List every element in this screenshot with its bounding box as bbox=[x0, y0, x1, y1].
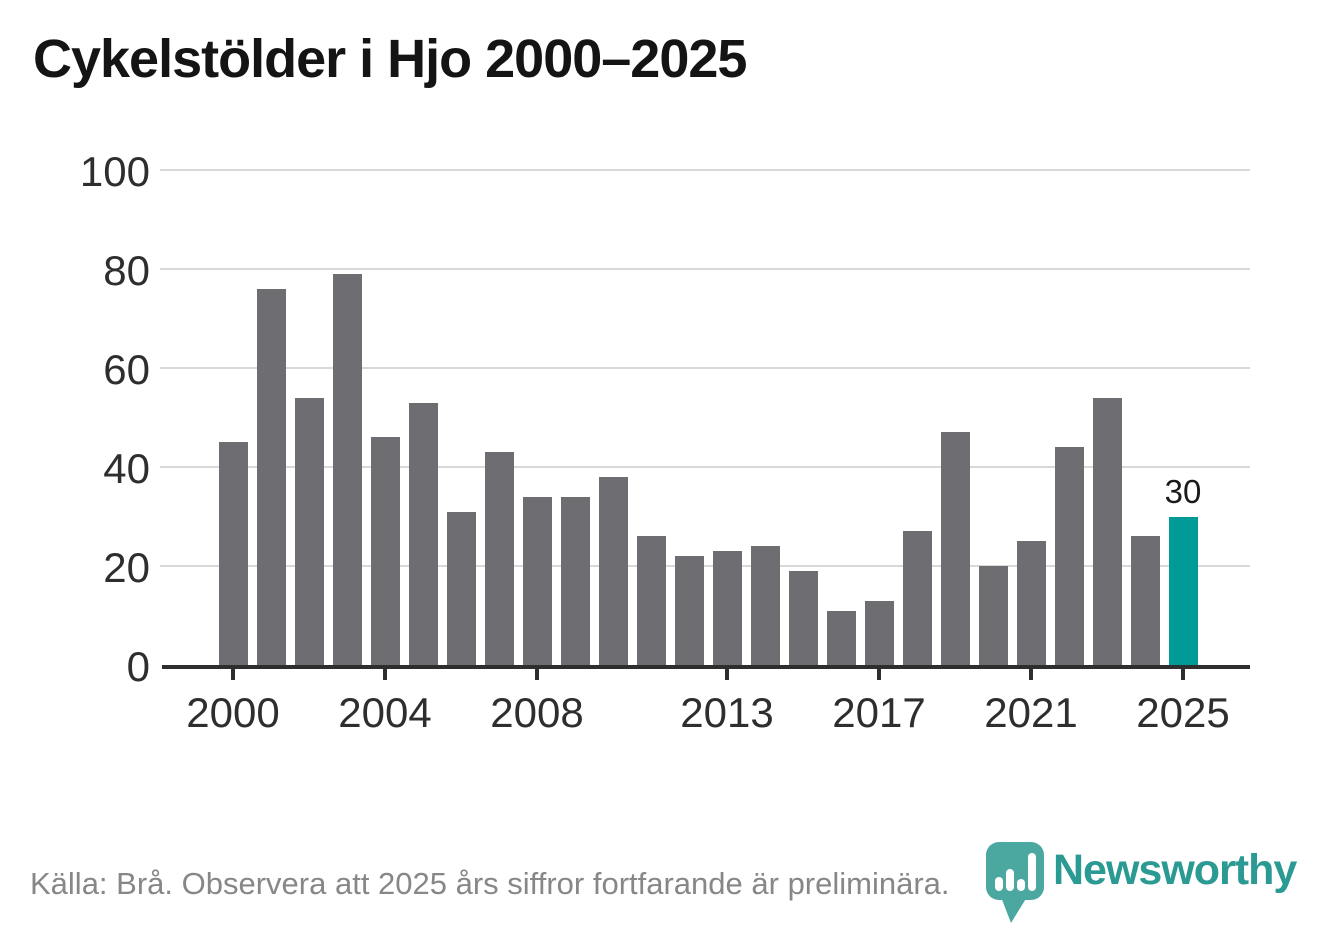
y-axis-label-20: 20 bbox=[103, 544, 150, 591]
newsworthy-wordmark: Newsworthy bbox=[1053, 846, 1297, 894]
bar-2020 bbox=[978, 566, 1008, 665]
x-axis-label-2017: 2017 bbox=[832, 689, 926, 736]
bar-2018 bbox=[902, 531, 932, 665]
y-axis-label-60: 60 bbox=[103, 346, 150, 393]
bar-2016 bbox=[826, 610, 856, 665]
chart-title: Cykelstölder i Hjo 2000–2025 bbox=[33, 29, 747, 89]
x-tick-2000 bbox=[231, 667, 235, 680]
bar-2017 bbox=[864, 600, 894, 665]
bar-2019 bbox=[940, 432, 970, 665]
x-axis-line bbox=[162, 665, 1250, 669]
bar-2008 bbox=[522, 496, 552, 665]
bar-2009 bbox=[560, 496, 590, 665]
bar-2006 bbox=[446, 511, 476, 665]
y-axis-label-80: 80 bbox=[103, 247, 150, 294]
bar-2024 bbox=[1130, 536, 1160, 665]
bar-2003 bbox=[332, 273, 362, 665]
gridline-20 bbox=[160, 565, 1250, 567]
y-axis-label-40: 40 bbox=[103, 445, 150, 492]
x-axis-label-2021: 2021 bbox=[984, 689, 1078, 736]
x-axis-label-2008: 2008 bbox=[490, 689, 584, 736]
gridline-60 bbox=[160, 367, 1250, 369]
bar-2025 bbox=[1168, 516, 1198, 665]
bar-2014 bbox=[750, 546, 780, 665]
bar-2021 bbox=[1016, 541, 1046, 665]
y-axis-label-0: 0 bbox=[126, 643, 150, 690]
bar-2001 bbox=[256, 288, 286, 665]
x-tick-2025 bbox=[1181, 667, 1185, 680]
newsworthy-logo: Newsworthy bbox=[985, 841, 1297, 929]
bar-2011 bbox=[636, 536, 666, 665]
x-tick-2008 bbox=[535, 667, 539, 680]
plot-area: 0 20 40 60 80 100 2000 2004 2008 2013 2017 2021 2025… bbox=[80, 151, 1250, 734]
bar-chart-pin-icon bbox=[986, 842, 1044, 923]
x-axis-label-2004: 2004 bbox=[338, 689, 432, 736]
gridline-80 bbox=[160, 268, 1250, 270]
bar-2007 bbox=[484, 452, 514, 665]
gridline-40 bbox=[160, 466, 1250, 468]
x-tick-2004 bbox=[383, 667, 387, 680]
x-tick-2013 bbox=[725, 667, 729, 680]
x-tick-2017 bbox=[877, 667, 881, 680]
bar-2005 bbox=[408, 402, 438, 665]
bar-2000 bbox=[218, 442, 248, 665]
bar-2015 bbox=[788, 570, 818, 665]
bar-2022 bbox=[1054, 447, 1084, 665]
bar-2013 bbox=[712, 551, 742, 665]
value-label-2025: 30 bbox=[1164, 472, 1202, 510]
gridline-100 bbox=[160, 169, 1250, 171]
bar-2004 bbox=[370, 437, 400, 665]
bar-2002 bbox=[294, 397, 324, 665]
source-note: Källa: Brå. Observera att 2025 års siffr… bbox=[30, 866, 950, 901]
x-axis-label-2000: 2000 bbox=[186, 689, 280, 736]
x-axis-label-2025: 2025 bbox=[1136, 689, 1230, 736]
bar-2010 bbox=[598, 476, 628, 665]
x-axis-label-2013: 2013 bbox=[680, 689, 774, 736]
y-axis-label-100: 100 bbox=[79, 148, 150, 195]
bar-2012 bbox=[674, 556, 704, 665]
bar-2023 bbox=[1092, 397, 1122, 665]
x-tick-2021 bbox=[1029, 667, 1033, 680]
